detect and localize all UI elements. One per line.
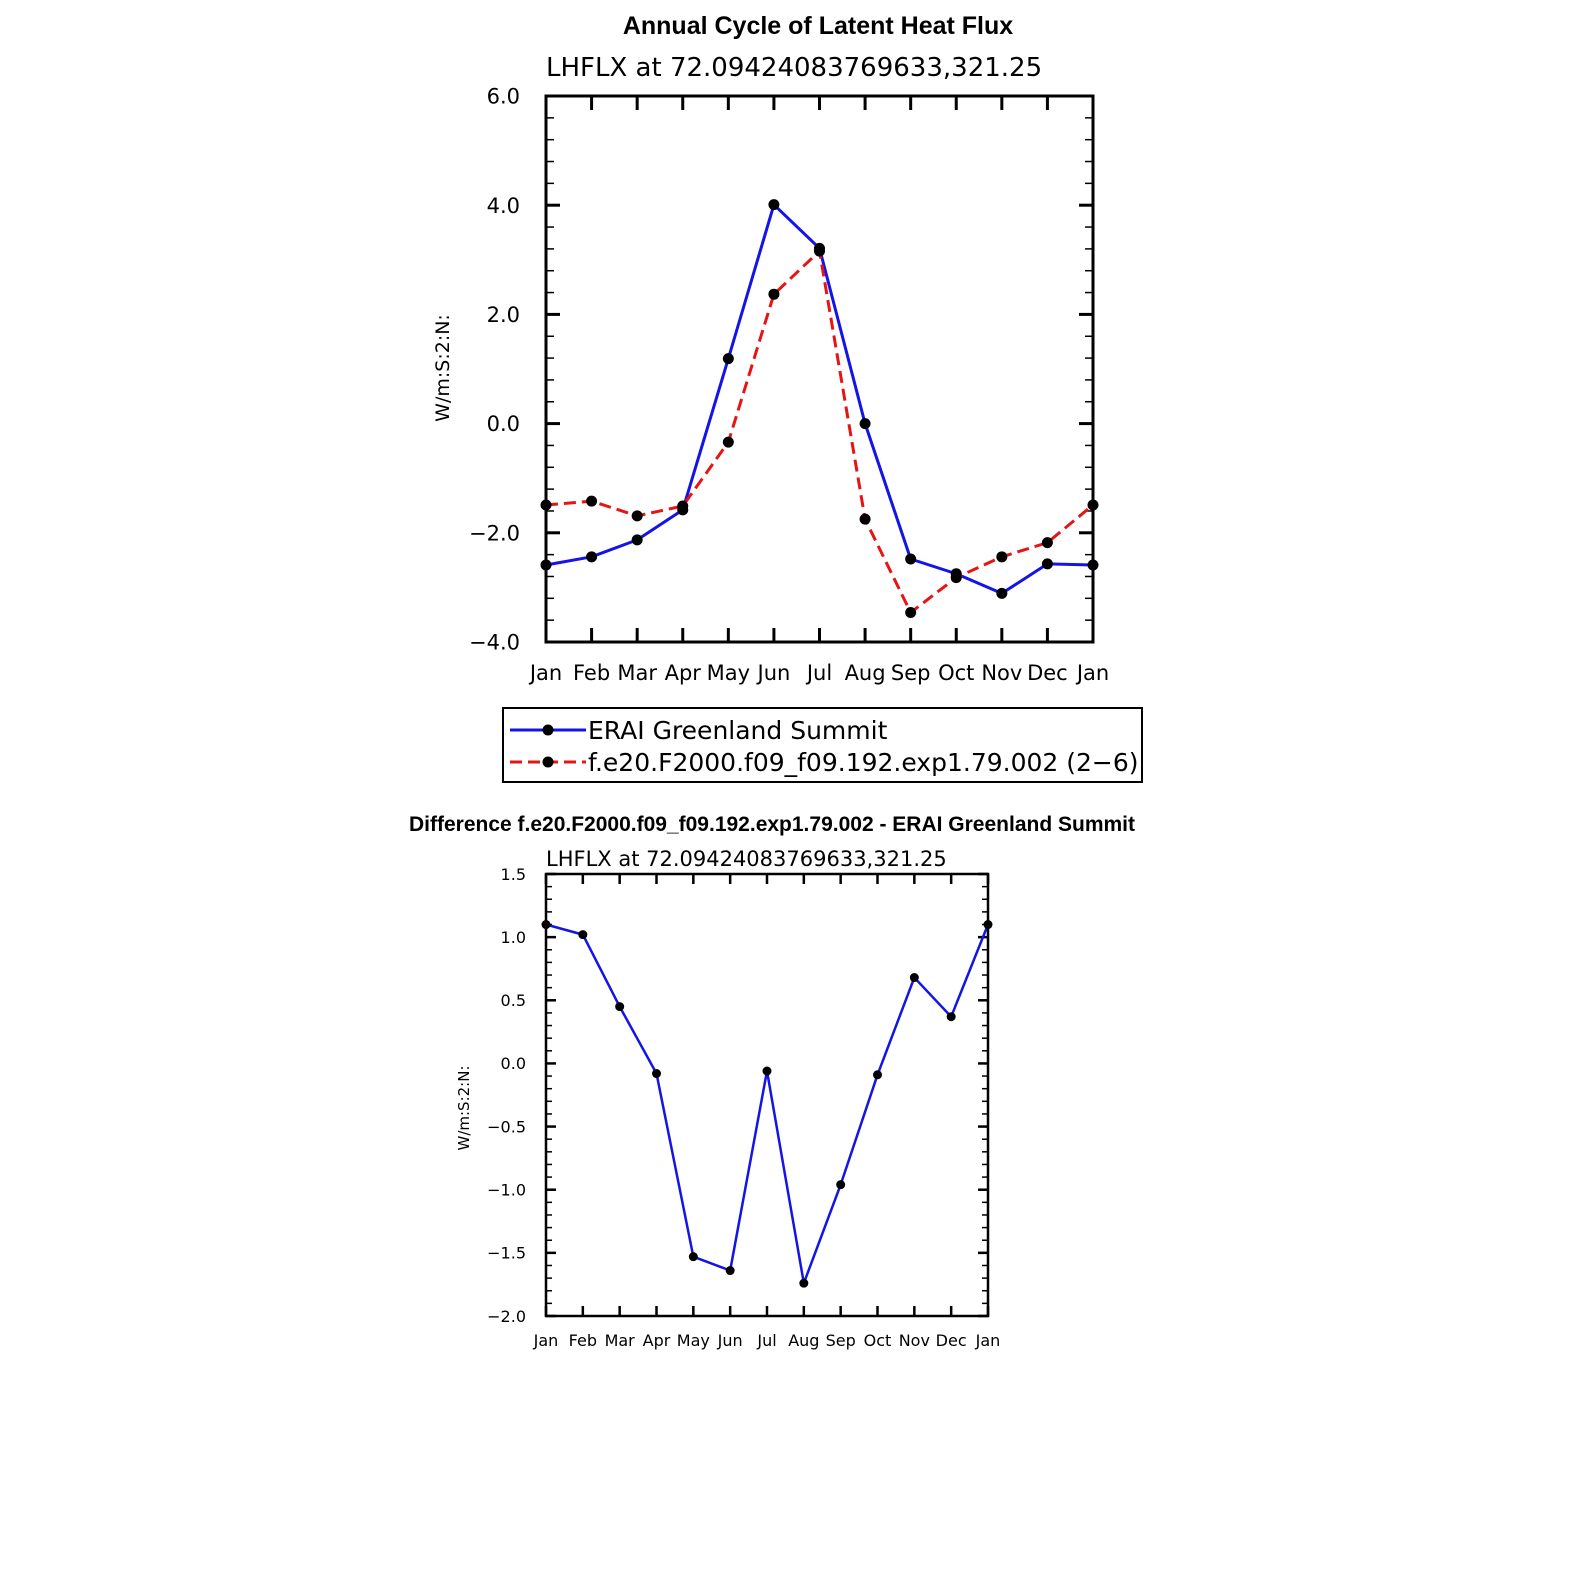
chart1-xtick-label: May bbox=[707, 661, 750, 685]
legend-box bbox=[502, 707, 1143, 783]
chart1-ytick-label: 4.0 bbox=[487, 194, 520, 218]
chart2-ytick-label: 1.0 bbox=[501, 928, 526, 947]
chart1-xtick-label: Mar bbox=[617, 661, 657, 685]
chart2-series-0-point bbox=[983, 920, 993, 930]
chart2-series-0-point bbox=[799, 1278, 809, 1288]
chart2-series-0-point bbox=[873, 1070, 882, 1080]
legend-marker-model bbox=[542, 756, 554, 768]
chart1-xtick-label: Jul bbox=[805, 661, 832, 685]
chart1-xtick-label: Apr bbox=[665, 661, 702, 685]
chart1-series-1-point bbox=[996, 551, 1008, 563]
chart2-ytick-label: −0.5 bbox=[487, 1117, 526, 1136]
chart1-series-1-point bbox=[722, 436, 734, 448]
chart2-xtick-label: Jul bbox=[756, 1331, 776, 1350]
chart2-xtick-label: Jan bbox=[975, 1331, 1001, 1350]
chart1-ytick-label: 2.0 bbox=[487, 303, 520, 327]
chart2-xtick-label: Aug bbox=[788, 1331, 819, 1350]
chart1-series-0-point bbox=[859, 418, 871, 430]
chart1-series-1-point bbox=[677, 500, 689, 512]
chart1-ytick-label: −4.0 bbox=[469, 631, 520, 655]
chart2-ytick-label: −1.0 bbox=[487, 1180, 526, 1199]
chart2-xtick-label: Mar bbox=[605, 1331, 636, 1350]
chart1-series-1-point bbox=[768, 288, 780, 300]
chart2-series-0-line bbox=[545, 923, 990, 1285]
chart2-xtick-label: Dec bbox=[936, 1331, 967, 1350]
legend-label-model: f.e20.F2000.f09_f09.192.exp1.79.002 (2−6… bbox=[588, 748, 1139, 777]
chart1-series-0-point bbox=[1041, 558, 1053, 570]
chart2-xtick-label: Jun bbox=[717, 1331, 743, 1350]
chart1-xtick-label: Dec bbox=[1027, 661, 1068, 685]
legend-label-erai: ERAI Greenland Summit bbox=[588, 716, 888, 745]
chart2-ytick-label: 1.5 bbox=[501, 865, 526, 884]
chart1-subtitle: LHFLX at 72.09424083769633,321.25 bbox=[546, 53, 1042, 83]
chart2-series-0-point bbox=[725, 1266, 735, 1276]
chart1-xtick-label: Aug bbox=[845, 661, 886, 685]
chart2-xtick-label: Sep bbox=[826, 1331, 856, 1350]
chart2-series-0-point bbox=[615, 1002, 625, 1012]
chart1-series-0-point bbox=[905, 553, 917, 565]
chart1-frame bbox=[544, 94, 1095, 644]
chart1-ylabel: W/m:S:2:N: bbox=[432, 314, 454, 422]
chart2-series-0-point bbox=[946, 1012, 956, 1022]
chart1-legend: ERAI Greenland Summit f.e20.F2000.f09_f0… bbox=[502, 707, 1143, 783]
chart1-series-1-point bbox=[540, 499, 552, 511]
chart2-plot: Jan Feb Mar Apr May Jun Jul Aug Sep Oct Nov Dec Jan 1… bbox=[487, 865, 1000, 1350]
chart1-series-0-point bbox=[540, 559, 552, 571]
chart2-ytick-label: −1.5 bbox=[487, 1244, 526, 1263]
chart2-xtick-label: Apr bbox=[643, 1331, 671, 1350]
chart1-series-0-point bbox=[631, 534, 643, 546]
chart2-series-0-point bbox=[578, 930, 588, 940]
chart1-xtick-label: Jan bbox=[1075, 661, 1109, 685]
chart1-series-0-point bbox=[768, 199, 780, 211]
chart1-xtick-label: Jun bbox=[756, 661, 791, 685]
chart1-series-1-point bbox=[631, 510, 643, 522]
chart2-xtick-label: May bbox=[677, 1331, 710, 1350]
chart2-title: Difference f.e20.F2000.f09_f09.192.exp1.… bbox=[409, 813, 1135, 836]
chart1-ytick-label: 0.0 bbox=[487, 412, 520, 436]
chart1-xtick-label: Feb bbox=[573, 661, 610, 685]
chart1-xtick-label: Jan bbox=[528, 661, 562, 685]
chart2-ytick-label: 0.5 bbox=[501, 991, 526, 1010]
chart2-series-0-point bbox=[688, 1252, 698, 1262]
chart1-series-0-point bbox=[1087, 559, 1099, 571]
chart1-series-0-line bbox=[545, 203, 1094, 595]
chart1-xtick-label: Nov bbox=[981, 661, 1022, 685]
chart2-xtick-label: Nov bbox=[899, 1331, 930, 1350]
chart2-series-0-point bbox=[541, 920, 551, 930]
chart1-series-1-point bbox=[905, 607, 917, 619]
chart1-series-1-line bbox=[545, 249, 1094, 615]
chart1-series-1-point bbox=[859, 513, 871, 525]
chart1-series-1-point bbox=[586, 495, 598, 507]
chart1-plot: Jan Feb Mar Apr May Jun Jul Aug Sep Oct Nov Dec Jan 6… bbox=[469, 85, 1109, 685]
chart1-series-1-point bbox=[950, 572, 962, 584]
chart1-series-1-point bbox=[814, 245, 825, 257]
chart2-subtitle: LHFLX at 72.09424083769633,321.25 bbox=[546, 847, 947, 871]
chart2-ytick-label: −2.0 bbox=[487, 1307, 526, 1326]
chart2-xtick-label: Feb bbox=[569, 1331, 597, 1350]
chart1-ytick-label: −2.0 bbox=[469, 521, 520, 545]
chart1-series-0-point bbox=[722, 353, 734, 365]
chart1-ytick-label: 6.0 bbox=[487, 85, 520, 109]
chart2-xtick-label: Jan bbox=[533, 1331, 559, 1350]
legend-marker-erai bbox=[542, 724, 554, 736]
chart2-series-0-point bbox=[762, 1066, 772, 1076]
chart1-series-0-point bbox=[586, 551, 598, 563]
chart2-xtick-label: Oct bbox=[864, 1331, 892, 1350]
chart2-ylabel: W/m:S:2:N: bbox=[455, 1066, 473, 1151]
chart2-ytick-label: 0.0 bbox=[501, 1054, 526, 1073]
chart1-xtick-label: Oct bbox=[938, 661, 974, 685]
chart2-series-0-point bbox=[652, 1069, 661, 1079]
chart1-series-1-point bbox=[1087, 499, 1099, 511]
chart1-series-0-point bbox=[996, 587, 1008, 599]
chart2-series-0-point bbox=[909, 973, 919, 983]
chart2-frame bbox=[544, 872, 990, 1318]
chart1-xtick-label: Sep bbox=[891, 661, 931, 685]
chart1-title: Annual Cycle of Latent Heat Flux bbox=[623, 12, 1013, 40]
chart2-series-0-point bbox=[836, 1180, 846, 1190]
chart1-series-1-point bbox=[1041, 537, 1053, 549]
